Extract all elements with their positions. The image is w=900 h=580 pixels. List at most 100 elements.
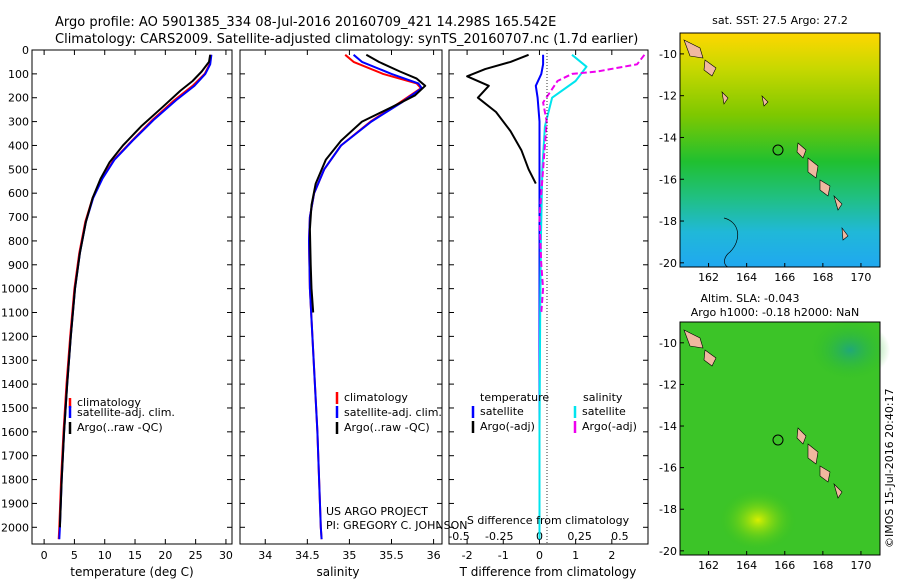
y-tick-label: 1200	[1, 330, 29, 343]
sst-map: sat. SST: 27.5 Argo: 27.2 162 164 166 168 17…	[659, 14, 881, 284]
legend2-satellite-adj: satellite-adj. clim.	[344, 406, 442, 419]
legend-argo: Argo(..raw -QC)	[77, 421, 163, 434]
legend3-t-argo: Argo(-adj)	[480, 420, 535, 433]
y-tick-label: 600	[8, 187, 29, 200]
y-tick-label: 100	[8, 68, 29, 81]
temperature-legend: climatology satellite-adj. clim. Argo(..…	[68, 396, 175, 434]
map-y-tick-label: -14	[659, 131, 677, 144]
series-line	[58, 54, 212, 528]
legend-climatology: climatology	[77, 396, 141, 409]
x-top-tick-label: -0.5	[448, 530, 469, 543]
x-tick-label: 30	[219, 549, 233, 562]
x-tick-label: 0	[536, 549, 543, 562]
y-tick-label: 500	[8, 163, 29, 176]
credit-line1: US ARGO PROJECT	[326, 505, 428, 518]
map-y-tick-label: -18	[659, 503, 677, 516]
legend-satellite-adj: satellite-adj. clim.	[77, 406, 175, 419]
x-tick-label: 10	[98, 549, 112, 562]
diff-xlabel: T difference from climatology	[459, 565, 637, 579]
y-tick-label: 1300	[1, 354, 29, 367]
series-line	[308, 54, 423, 540]
series-line	[58, 54, 213, 540]
legend3-salinity-title: salinity	[583, 391, 623, 404]
map-x-tick-label: 170	[850, 559, 871, 572]
y-tick-label: 1400	[1, 378, 29, 391]
map-y-tick-label: -10	[659, 337, 677, 350]
y-tick-label: 800	[8, 235, 29, 248]
x-tick-label: 36	[427, 549, 441, 562]
x-tick-label: -2	[462, 549, 473, 562]
y-tick-label: 1700	[1, 450, 29, 463]
series-line	[534, 54, 545, 540]
series-line	[308, 53, 427, 313]
header-line1: Argo profile: AO 5901385_334 08-Jul-2016…	[55, 15, 556, 30]
difference-legend: temperature salinity satellite Argo(-adj…	[471, 391, 637, 433]
x-tick-label: 0	[41, 549, 48, 562]
x-top-tick-label: -0.25	[485, 530, 513, 543]
sla-map-islands	[683, 329, 843, 499]
temperature-panel: 0 5 10 15 20 25 300100200300400500600700800900…	[1, 44, 233, 579]
legend3-s-satellite: satellite	[582, 405, 626, 418]
salinity-legend: climatology satellite-adj. clim. Argo(..…	[335, 391, 442, 434]
map-y-tick-label: -16	[659, 173, 677, 186]
sla-map-title: Altim. SLA: -0.043	[700, 292, 799, 305]
salinity-panel: 34 34.5 35 35.5 36 salinity climatology sate…	[239, 49, 467, 579]
map-x-tick-label: 168	[812, 271, 833, 284]
y-tick-label: 1500	[1, 402, 29, 415]
sla-map: Altim. SLA: -0.043 Argo h1000: -0.18 h20…	[659, 292, 890, 572]
map-y-tick-label: -16	[659, 462, 677, 475]
y-tick-label: 700	[8, 211, 29, 224]
map-y-tick-label: -18	[659, 215, 677, 228]
y-tick-label: 1000	[1, 283, 29, 296]
sst-argo-location	[772, 144, 784, 156]
legend3-t-satellite: satellite	[480, 405, 524, 418]
sla-argo-location	[772, 434, 784, 446]
sst-map-title: sat. SST: 27.5 Argo: 27.2	[712, 14, 848, 27]
x-tick-label: 25	[189, 549, 203, 562]
sla-map-high	[718, 488, 798, 552]
map-y-tick-label: -20	[659, 257, 677, 270]
diff-xlabel-top: S difference from climatology	[467, 514, 630, 527]
legend2-climatology: climatology	[344, 391, 408, 404]
sla-map-subtitle: Argo h1000: -0.18 h2000: NaN	[691, 306, 860, 319]
x-tick-label: 34.5	[295, 549, 320, 562]
map-x-tick-label: 166	[774, 271, 795, 284]
map-x-tick-label: 164	[736, 559, 757, 572]
x-tick-label: 1	[572, 549, 579, 562]
map-x-tick-label: 162	[698, 559, 719, 572]
x-top-tick-label: 0.5	[611, 530, 629, 543]
x-top-tick-label: 0.25	[567, 530, 592, 543]
temperature-xlabel: temperature (deg C)	[70, 565, 193, 579]
map-y-tick-label: -14	[659, 420, 677, 433]
x-tick-label: 35	[342, 549, 356, 562]
x-tick-label: 34	[258, 549, 272, 562]
series-line	[466, 53, 537, 185]
sst-map-islands	[683, 39, 849, 241]
map-x-tick-label: 166	[774, 559, 795, 572]
map-y-tick-label: -10	[659, 48, 677, 61]
y-tick-label: 400	[8, 139, 29, 152]
map-y-tick-label: -12	[659, 90, 677, 103]
legend3-s-argo: Argo(-adj)	[582, 420, 637, 433]
x-tick-label: 5	[71, 549, 78, 562]
map-x-tick-label: 170	[850, 271, 871, 284]
map-x-tick-label: 168	[812, 559, 833, 572]
difference-panel: -2 -1 0 1 2-0.5 -0.25 0 0.25 0.5 S difference fr…	[448, 49, 649, 579]
x-tick-label: -1	[498, 549, 509, 562]
y-tick-label: 1100	[1, 307, 29, 320]
x-tick-label: 15	[128, 549, 142, 562]
map-y-tick-label: -20	[659, 545, 677, 558]
y-tick-label: 2000	[1, 521, 29, 534]
header-line2: Climatology: CARS2009. Satellite-adjuste…	[55, 32, 638, 47]
sst-contour	[723, 217, 738, 268]
salinity-xlabel: salinity	[316, 565, 359, 579]
imos-side-label: ©IMOS 15-Jul-2016 20:40:17	[883, 388, 896, 548]
x-tick-label: 20	[158, 549, 172, 562]
x-tick-label: 2	[608, 549, 615, 562]
y-tick-label: 200	[8, 92, 29, 105]
map-x-tick-label: 162	[698, 271, 719, 284]
y-tick-label: 1900	[1, 497, 29, 510]
series-line	[57, 54, 212, 540]
y-tick-label: 300	[8, 116, 29, 129]
